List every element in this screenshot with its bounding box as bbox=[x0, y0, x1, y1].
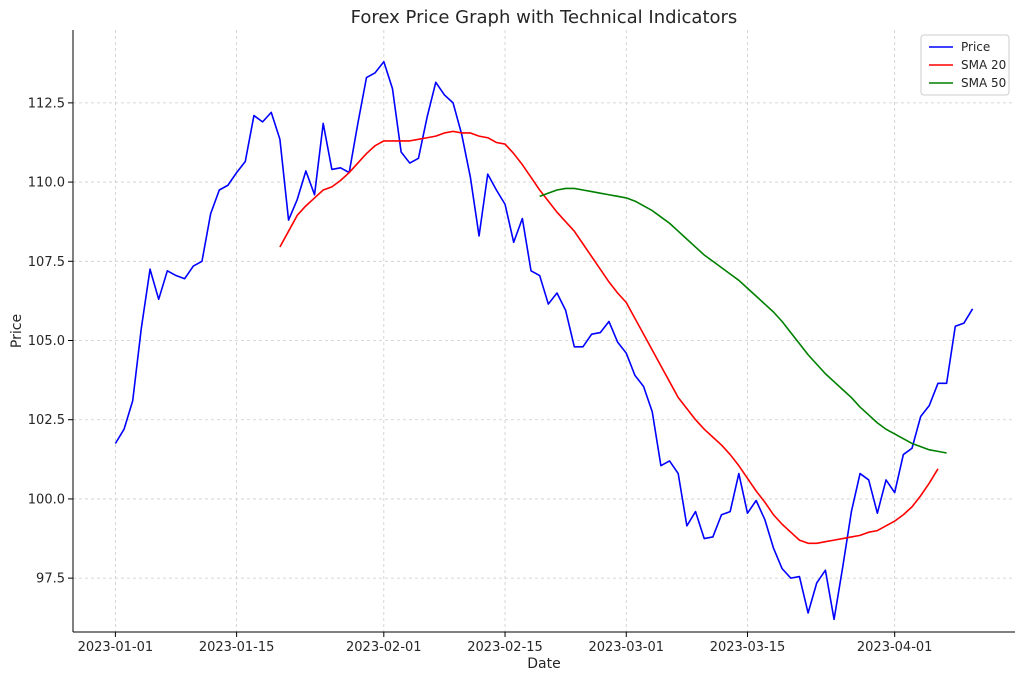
x-tick-label: 2023-01-01 bbox=[78, 640, 154, 655]
legend-entry: Price bbox=[961, 40, 990, 54]
y-axis-label: Price bbox=[9, 314, 25, 348]
legend: Price SMA 20 SMA 50 bbox=[920, 34, 1010, 96]
x-tick-label: 2023-02-01 bbox=[346, 640, 422, 655]
series-line-sma-50 bbox=[539, 187, 947, 454]
y-tick-label: 110.0 bbox=[28, 176, 65, 191]
y-tick-label: 107.5 bbox=[28, 255, 65, 270]
x-tick-label: 2023-02-15 bbox=[467, 640, 543, 655]
x-tick-label: 2023-01-15 bbox=[199, 640, 275, 655]
x-tick-label: 2023-03-15 bbox=[710, 640, 786, 655]
x-ticks: 2023-01-01 2023-01-15 2023-02-01 2023-02-15… bbox=[78, 632, 933, 655]
y-tick-label: 100.0 bbox=[28, 492, 65, 507]
series-layer bbox=[114, 60, 974, 621]
chart-title: Forex Price Graph with Technical Indicat… bbox=[351, 7, 738, 28]
y-tick-label: 105.0 bbox=[28, 334, 65, 349]
grid-lines bbox=[73, 30, 1015, 632]
legend-entry: SMA 20 bbox=[961, 58, 1006, 72]
x-tick-label: 2023-04-01 bbox=[857, 640, 933, 655]
series-line-sma-20 bbox=[279, 130, 939, 545]
series-line-price bbox=[114, 60, 974, 621]
y-tick-label: 97.5 bbox=[36, 572, 65, 587]
y-ticks: 97.5 100.0 102.5 105.0 107.5 110.0 112.5 bbox=[28, 96, 73, 587]
legend-entry: SMA 50 bbox=[961, 76, 1006, 90]
y-tick-label: 102.5 bbox=[28, 413, 65, 428]
x-axis-label: Date bbox=[527, 656, 560, 672]
x-tick-label: 2023-03-01 bbox=[588, 640, 664, 655]
axes bbox=[72, 30, 1015, 633]
y-tick-label: 112.5 bbox=[28, 96, 65, 111]
legend-box bbox=[920, 34, 1010, 96]
